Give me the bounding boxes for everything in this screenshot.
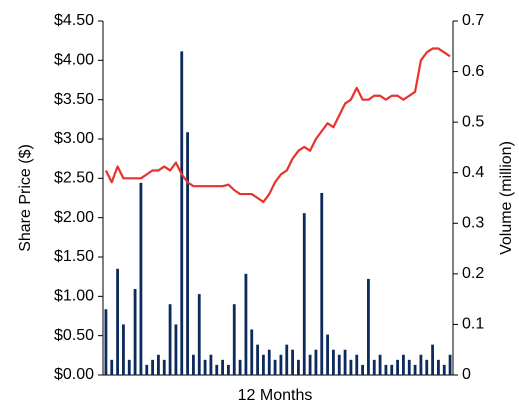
volume-bar: [186, 132, 189, 375]
volume-bar: [273, 359, 277, 375]
volume-bar: [431, 344, 434, 375]
volume-bar: [314, 349, 318, 375]
volume-bar: [221, 359, 224, 375]
volume-bar: [180, 51, 184, 375]
volume-bar: [297, 359, 300, 375]
volume-bar: [378, 354, 382, 375]
volume-bar: [133, 289, 137, 375]
volume-bar: [232, 304, 236, 375]
volume-bar: [396, 359, 399, 375]
volume-bar: [349, 359, 353, 375]
y-tick-label: $1.50: [54, 248, 94, 265]
volume-bar: [355, 354, 359, 375]
y-tick-label: $0.50: [54, 327, 94, 344]
y2-tick-label: 0.4: [462, 164, 484, 181]
volume-bar: [332, 349, 335, 375]
volume-bar: [192, 354, 195, 375]
y-tick-label: $2.00: [54, 209, 94, 226]
y2-tick-label: 0.2: [462, 265, 484, 282]
y-axis-title: Share Price ($): [17, 144, 34, 252]
volume-bar: [384, 364, 388, 375]
y-tick-label: $2.50: [54, 170, 94, 187]
volume-bar: [343, 349, 347, 375]
volume-bar: [157, 354, 160, 375]
volume-bar: [262, 354, 265, 375]
y2-tick-label: 0.5: [462, 113, 484, 130]
volume-bar: [407, 359, 411, 375]
y-tick-label: $1.00: [54, 288, 94, 305]
y-tick-label: $0.00: [54, 366, 94, 383]
x-axis-title: 12 Months: [238, 387, 313, 404]
volume-bar: [302, 213, 306, 375]
y2-tick-label: 0.3: [462, 215, 484, 232]
volume-bar: [425, 359, 429, 375]
price-line: [104, 47, 451, 204]
volume-bar: [402, 354, 405, 375]
volume-bar: [168, 304, 172, 375]
volume-bar: [215, 364, 219, 375]
y2-tick-label: 0.6: [462, 63, 484, 80]
volume-bar: [285, 344, 289, 375]
volume-bar: [151, 359, 154, 375]
volume-bar: [127, 359, 131, 375]
volume-bar: [390, 364, 394, 375]
volume-bar: [372, 359, 376, 375]
volume-bar: [437, 359, 440, 375]
volume-bar: [244, 273, 248, 375]
y2-axis-title: Volume (million): [498, 141, 515, 255]
volume-bar: [320, 192, 324, 375]
volume-bar: [361, 364, 364, 375]
volume-bar: [279, 354, 283, 375]
y2-tick-label: 0.1: [462, 316, 484, 333]
volume-bar: [413, 364, 417, 375]
volume-bar: [419, 354, 423, 375]
volume-bar: [308, 354, 312, 375]
volume-bar: [139, 182, 143, 375]
volume-bar: [256, 344, 259, 375]
volume-bar: [104, 309, 108, 375]
volume-bar: [267, 349, 271, 375]
volume-bar: [145, 364, 149, 375]
y-tick-label: $3.00: [54, 130, 94, 147]
y2-tick-label: 0.7: [462, 12, 484, 29]
volume-bar: [367, 278, 370, 375]
y2-tick-label: 0: [462, 366, 471, 383]
y-tick-label: $4.50: [54, 12, 94, 29]
volume-bar: [162, 359, 166, 375]
y-tick-label: $3.50: [54, 91, 94, 108]
volume-bar: [227, 364, 230, 375]
volume-bar: [238, 359, 242, 375]
volume-bar: [442, 364, 446, 375]
volume-bar: [203, 359, 207, 375]
volume-bar: [209, 354, 213, 375]
volume-bar: [122, 324, 125, 375]
volume-bar: [110, 359, 114, 375]
volume-bar: [337, 354, 341, 375]
volume-bar: [326, 334, 329, 375]
volume-bar: [197, 294, 201, 375]
volume-bar: [174, 324, 178, 375]
volume-bar: [250, 329, 254, 375]
volume-bar: [448, 354, 452, 375]
y-tick-label: $4.00: [54, 52, 94, 69]
volume-bar: [116, 268, 119, 375]
volume-bar: [291, 349, 294, 375]
